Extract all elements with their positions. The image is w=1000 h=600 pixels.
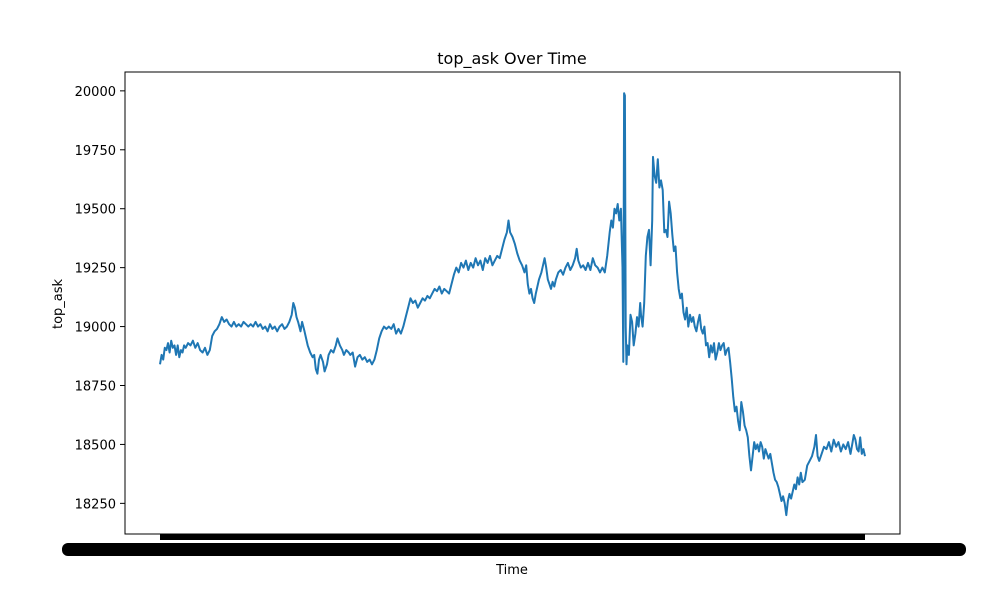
y-tick-label: 18250 [75, 497, 116, 512]
x-tick-labels-overlapping [62, 543, 966, 556]
x-axis-label: Time [495, 563, 528, 578]
top-ask-line [159, 92, 866, 517]
plot-frame [124, 71, 901, 535]
series-group [159, 92, 866, 517]
y-tick-label: 18750 [75, 380, 116, 395]
chart-title: top_ask Over Time [437, 49, 586, 69]
y-tick-label: 19250 [75, 262, 116, 277]
y-tick-label: 19500 [75, 203, 116, 218]
y-tick-label: 18500 [75, 438, 116, 453]
y-axis: 18250 18500 18750 19000 19250 19500 19750 20000 [75, 85, 125, 512]
y-tick-label: 20000 [75, 85, 116, 100]
x-tick-marks-band [160, 534, 865, 540]
y-tick-label: 19750 [75, 144, 116, 159]
x-axis [62, 534, 966, 556]
y-tick-label: 19000 [75, 321, 116, 336]
y-axis-label: top_ask [51, 278, 66, 329]
